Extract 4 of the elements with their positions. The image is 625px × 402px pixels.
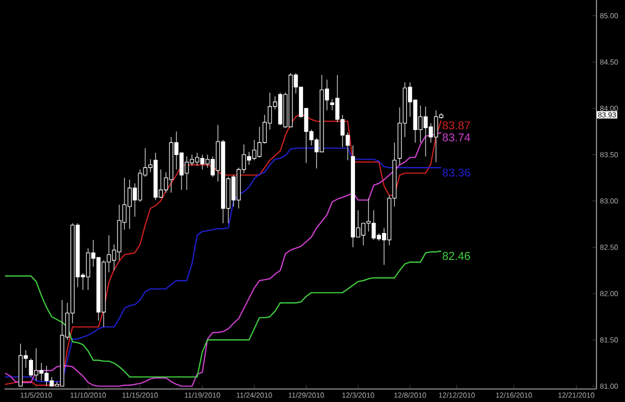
data-label: 82.46 bbox=[442, 252, 470, 260]
data-label: 83.87 bbox=[442, 121, 470, 130]
data-label: 83.36 bbox=[442, 168, 470, 177]
data-label: 83.74 bbox=[442, 133, 470, 142]
